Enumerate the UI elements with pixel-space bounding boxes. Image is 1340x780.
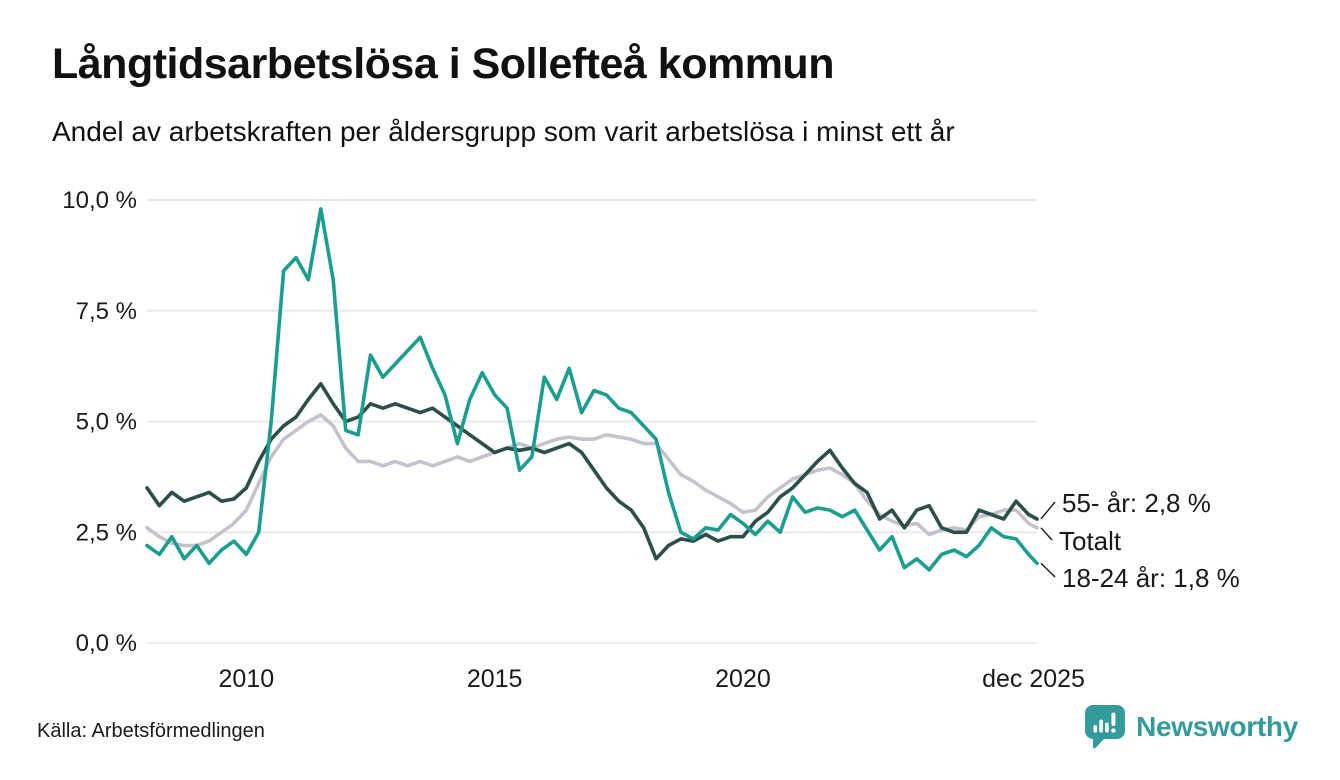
source-note: Källa: Arbetsförmedlingen xyxy=(37,720,265,742)
annotation-connector xyxy=(1040,562,1056,578)
series-line-age-18-24 xyxy=(145,207,1039,572)
y-tick-label: 0,0 % xyxy=(76,630,137,657)
series-line-age-55 xyxy=(145,381,1039,561)
newsworthy-wordmark: Newsworthy xyxy=(1136,711,1298,742)
y-tick-label: 5,0 % xyxy=(76,409,137,436)
newsworthy-icon xyxy=(1085,705,1126,749)
series-line-total xyxy=(145,413,1039,548)
annotation-label: 18-24 år: 1,8 % xyxy=(1062,563,1240,593)
annotation-label: 55- år: 2,8 % xyxy=(1062,488,1211,518)
x-tick-label: 2010 xyxy=(219,665,275,693)
chart-subtitle: Andel av arbetskraften per åldersgrupp s… xyxy=(52,116,955,147)
y-tick-label: 2,5 % xyxy=(76,519,137,546)
x-tick-label: 2015 xyxy=(467,665,523,693)
newsworthy-logo: Newsworthy xyxy=(1084,704,1298,750)
y-tick-label: 7,5 % xyxy=(76,298,137,325)
annotation-connector xyxy=(1040,527,1053,541)
x-tick-label: dec 2025 xyxy=(982,665,1085,693)
page-title: Långtidsarbetslösa i Sollefteå kommun xyxy=(52,40,834,88)
annotation-connector xyxy=(1040,501,1056,520)
x-tick-label: 2020 xyxy=(715,665,771,693)
annotation-label: Totalt xyxy=(1059,526,1122,556)
y-tick-label: 10,0 % xyxy=(62,187,137,214)
